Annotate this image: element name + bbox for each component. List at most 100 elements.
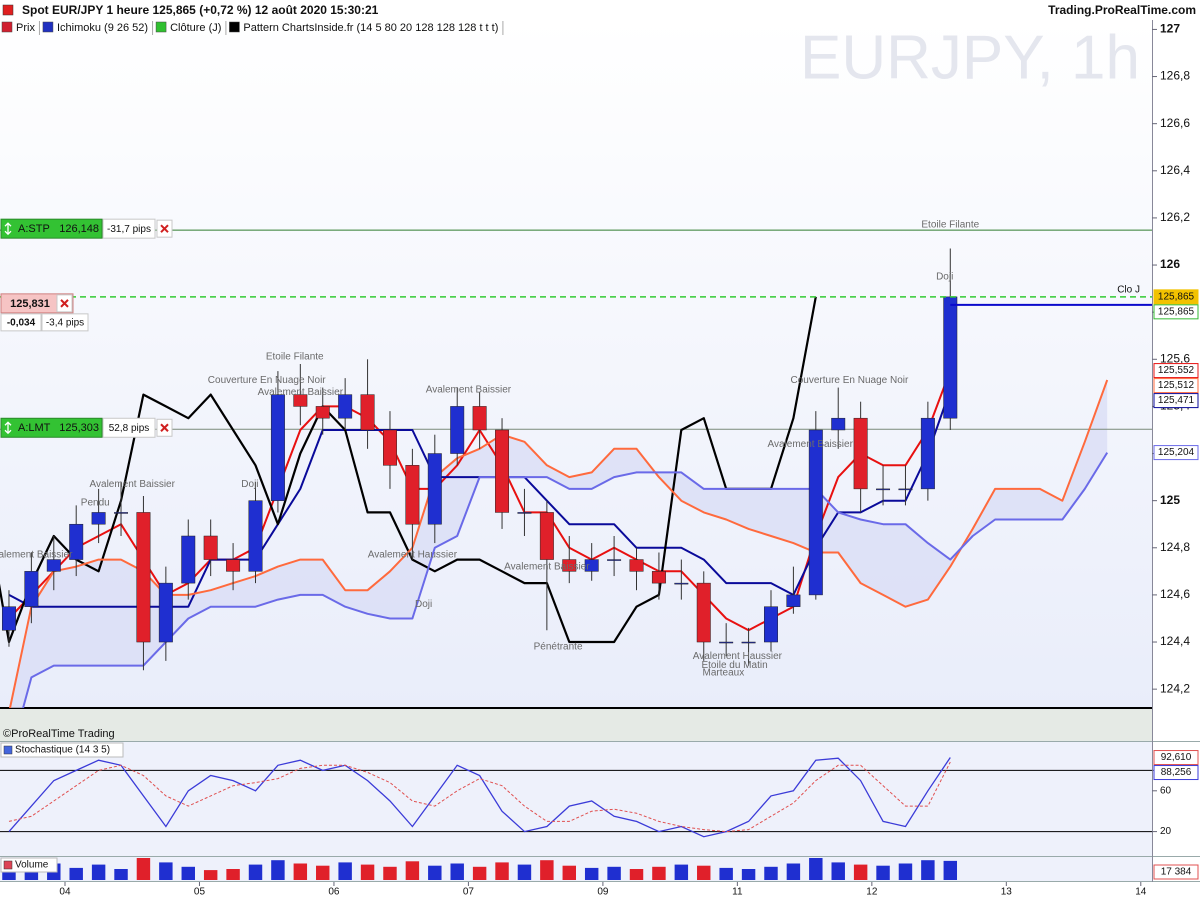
volume-bar [517,864,532,880]
volume-bar [293,863,308,880]
price-label-box [1153,378,1199,394]
volume-bar [629,869,644,880]
legend: Prix Ichimoku (9 26 52) Clôture (J) Pattern… [1,21,504,35]
position-price: 125,831 [10,298,50,310]
price-label-box [1153,289,1199,305]
candle-body [450,406,465,454]
volume-bar [584,867,599,880]
x-tick-label: 14 [1135,887,1147,898]
stochastic-plot [0,757,1152,838]
candle-body [203,535,218,560]
y-tick-label: 126,6 [1160,116,1190,130]
ichimoku-line [22,452,1109,708]
pattern-label: Avalement Baissier [504,561,590,572]
order-drag-icon [4,421,12,435]
position-change-box [0,313,42,332]
volume-bar [360,864,375,880]
stochastic-panel [0,742,1152,856]
candle-body [741,641,756,644]
volume-bar [450,863,464,880]
pattern-label: Avalement Baissier [426,385,512,396]
panel-title-box [0,742,124,758]
header-site: Trading.ProRealTime.com [1048,3,1196,17]
price-label: 125,512 [1158,380,1195,391]
order-pips: -31,7 pips [107,224,151,235]
candle-body [943,296,958,419]
position-close-button-icon[interactable] [60,299,69,308]
candle-body [1,606,16,631]
candle-body [181,535,196,584]
price-label-box [1153,304,1199,320]
candle-body [651,571,666,584]
pattern-label: Etoile Filante [921,220,979,231]
candle-body [114,512,129,514]
volume-bar [607,866,621,880]
volume-bar [203,870,218,880]
candle-body [427,453,442,525]
candle-body [360,394,375,431]
price-label: 125,865 [1158,291,1195,302]
volume-bar [764,866,778,880]
order-close-button-icon[interactable] [160,224,169,233]
y-tick-label: 126,4 [1160,163,1190,177]
candle-body [808,429,823,596]
y-tick-label: 126,8 [1160,69,1190,83]
ichimoku-cloud [9,380,1108,708]
candle-body [293,394,308,407]
volume-bar [226,869,240,880]
price-label-box [1153,765,1199,781]
x-tick-label: 05 [194,887,206,898]
x-tick-label: 13 [1001,887,1013,898]
order-badge [0,218,103,239]
volume-bar [876,865,890,880]
price-label-box [1153,393,1199,409]
price-plot: Avalement Baissier Pendu Avalement Baissie… [0,220,1152,708]
volume-bar [114,869,128,880]
volume-bar [562,865,576,880]
volume-bar [428,865,442,880]
candle-body [674,582,689,585]
panel-title-box [0,857,58,873]
volume-bar [853,864,868,880]
candle-body [315,406,330,419]
watermark: EURJPY, 1h [800,23,1140,92]
candle-body [876,488,891,491]
order-close-button-icon[interactable] [160,423,169,432]
pattern-label: Avalement Haussier [693,651,783,662]
legend-item-bg [155,21,167,33]
price-label: 88,256 [1161,767,1192,778]
pattern-label: Doji [415,599,432,610]
price-label: 125,552 [1158,365,1195,376]
position-badge [0,293,74,314]
y-tick-label: 125 [1160,493,1180,507]
y-tick-label: 127 [1160,22,1180,36]
candle-body [517,512,532,514]
y-tick-label: 124,8 [1160,540,1190,554]
volume-bar [383,866,397,880]
order-type: A:LMT [18,422,51,434]
candle-body [69,523,84,560]
order-pips: 52,8 pips [109,423,150,434]
volume-bar [316,865,330,880]
order-price: 126,148 [59,223,99,235]
pattern-label: Couverture En Nuage Noir [208,375,327,386]
price-label: 92,610 [1161,752,1192,763]
candle-body [853,417,868,490]
candle-body [920,417,935,490]
candle-body [831,417,846,431]
position-change: -0,034 [7,318,36,329]
pattern-label: Avalement Baissier [0,549,73,560]
volume-bar [741,869,756,880]
separator-panel [0,708,1152,741]
candle-body [898,488,913,491]
volume-bar [495,862,509,880]
volume-bar [136,858,151,880]
pattern-label: Avalement Baissier [90,479,176,490]
candle-body [495,429,510,513]
x-tick-label: 07 [463,887,475,898]
volume-bar [943,860,958,880]
candle-body [764,606,778,643]
order-pips-box [102,218,156,239]
candle-body [584,559,599,572]
candle-body [91,512,106,525]
